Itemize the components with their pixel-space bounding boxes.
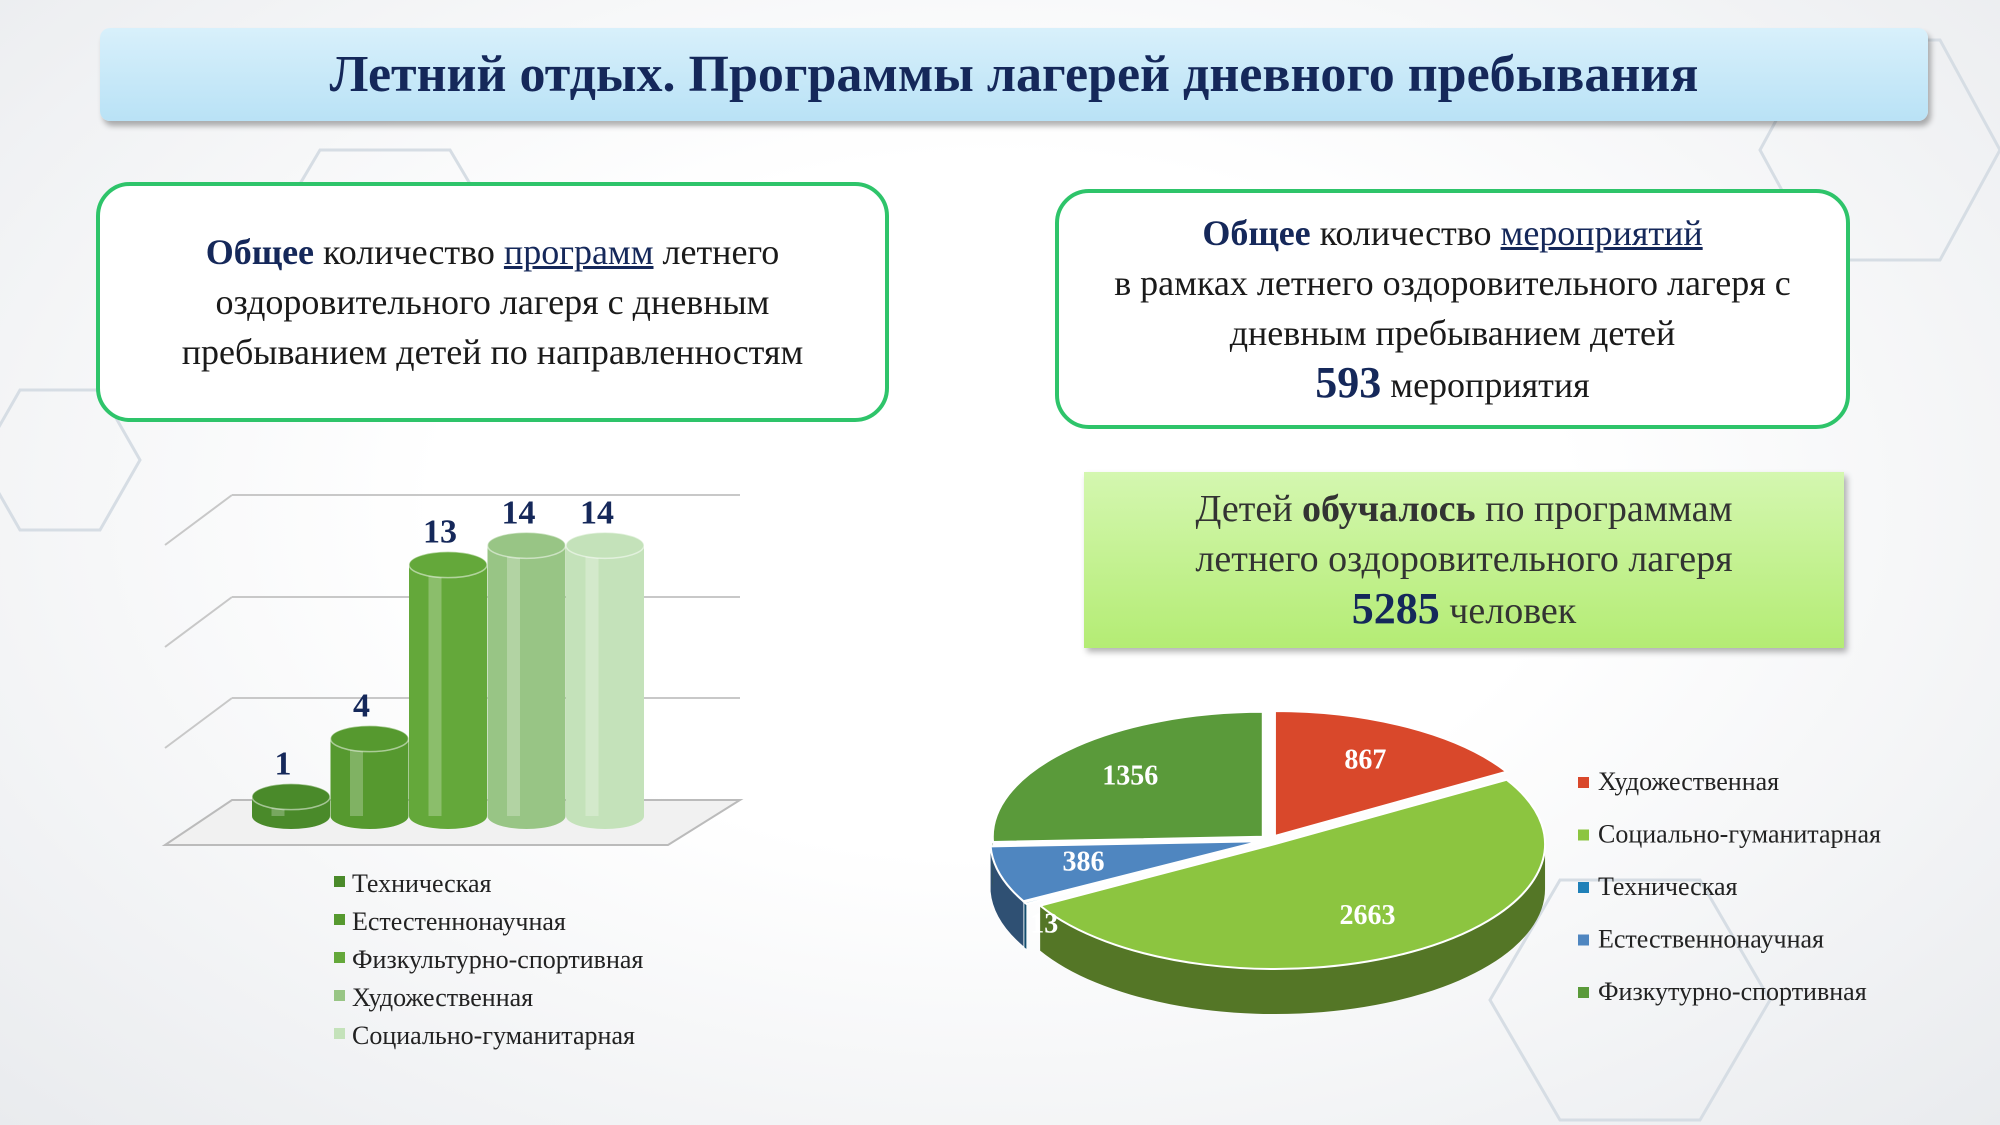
slice-side <box>1040 843 1546 1014</box>
bar-top <box>486 531 567 560</box>
text: в рамках летнего оздоровительного лагеря… <box>1114 263 1791 353</box>
data-label: 4 <box>353 688 370 725</box>
legend-label: Физкутурно-спортивная <box>1598 977 1867 1006</box>
legend-marker <box>1578 829 1589 841</box>
legend-label: Художественная <box>352 983 533 1012</box>
text-bold: обучалось <box>1302 488 1476 530</box>
text-underline: мероприятий <box>1500 213 1703 253</box>
bar-highlight <box>350 738 363 816</box>
legend-marker <box>1578 777 1589 788</box>
legend-marker <box>1578 882 1589 893</box>
programs-text: Общее количество программ летнего оздоро… <box>120 227 865 377</box>
events-text: Общее количество мероприятий в рамках лет… <box>1079 208 1826 410</box>
wall-line <box>164 596 233 648</box>
text: Детей <box>1195 488 1293 530</box>
legend-label: Физкультурно-спортивная <box>352 945 643 974</box>
bar <box>487 545 566 816</box>
events-box: Общее количество мероприятий в рамках лет… <box>1055 189 1850 429</box>
legend-marker <box>334 1028 345 1039</box>
legend-marker <box>1578 934 1589 946</box>
bar-highlight <box>428 564 442 816</box>
data-label: 2663 <box>1340 900 1396 931</box>
legend-label: Художественная <box>1598 767 1779 796</box>
slice-side <box>990 846 1024 947</box>
slice <box>989 840 1261 903</box>
children-text: Детей обучалось по программам летнего оз… <box>1144 484 1784 636</box>
data-label: 1 <box>275 746 292 783</box>
slice <box>1037 778 1547 971</box>
text: летнего оздоровительного лагеря с дневны… <box>181 232 804 372</box>
hexagon <box>1488 878 1772 1122</box>
slice <box>1273 709 1509 838</box>
legend-marker <box>1578 987 1589 998</box>
unit: человек <box>1449 590 1577 632</box>
data-label: 13 <box>1030 909 1058 940</box>
data-label: 867 <box>1344 744 1386 775</box>
bar-top <box>408 550 488 579</box>
unit: мероприятия <box>1390 365 1590 405</box>
legend-label: Техническая <box>352 869 491 898</box>
text: количество <box>1319 213 1492 253</box>
text-bold: Общее <box>1202 213 1311 253</box>
bar <box>409 564 487 816</box>
legend-marker <box>334 914 345 925</box>
hexagon <box>1758 38 2000 262</box>
legend-label: Естестеннонаучная <box>352 907 566 936</box>
programs-box: Общее количество программ летнего оздоро… <box>96 182 889 422</box>
data-label: 14 <box>580 494 614 531</box>
legend-marker <box>334 876 345 887</box>
wall-line <box>164 697 233 749</box>
slice <box>1022 841 1262 905</box>
data-label: 13 <box>423 514 457 551</box>
text-bold: Общее <box>205 232 315 272</box>
text: по программам летнего оздоровительного л… <box>1195 488 1733 580</box>
bar-highlight <box>507 545 520 816</box>
bar-highlight <box>585 545 599 816</box>
data-label: 1356 <box>1102 760 1158 791</box>
text: количество <box>323 232 495 272</box>
count: 593 <box>1315 358 1382 407</box>
data-label: 386 <box>1062 846 1104 877</box>
title-banner: Летний отдых. Программы лагерей дневного… <box>100 28 1928 121</box>
legend-label: Социально-гуманитарная <box>1598 819 1881 848</box>
slice <box>991 710 1264 843</box>
bar-top <box>565 531 645 560</box>
legend-label: Техническая <box>1598 872 1737 901</box>
children-box: Детей обучалось по программам летнего оз… <box>1084 472 1844 648</box>
title: Летний отдых. Программы лагерей дневного… <box>329 46 1699 103</box>
count: 5285 <box>1351 584 1440 633</box>
bar <box>566 545 644 816</box>
data-label: 14 <box>502 494 536 531</box>
text-underline: программ <box>503 232 654 272</box>
wall-line <box>164 494 233 546</box>
legend-label: Естественнонаучная <box>1598 924 1824 953</box>
bar-top <box>251 782 331 811</box>
legend-marker <box>334 990 345 1001</box>
bar-top <box>329 724 410 753</box>
slice-side <box>1024 902 1027 949</box>
legend-label: Социально-гуманитарная <box>352 1021 635 1050</box>
legend-marker <box>334 952 345 963</box>
